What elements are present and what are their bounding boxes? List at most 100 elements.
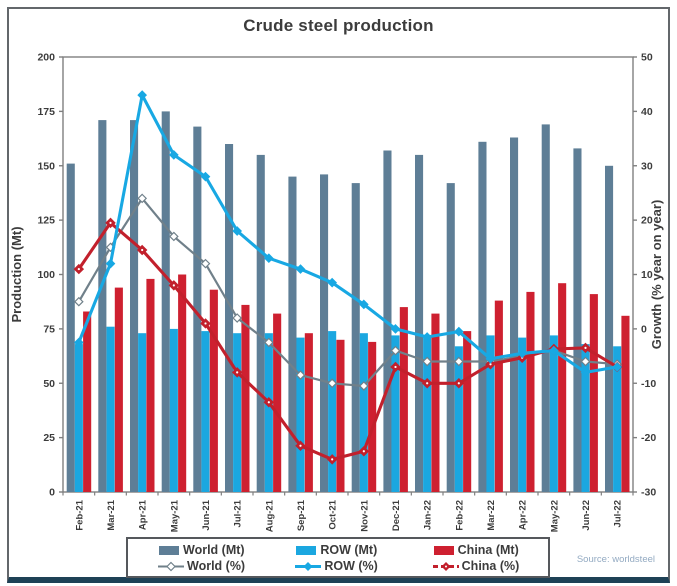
bar (273, 313, 282, 492)
left-tick-label: 175 (37, 106, 55, 118)
left-tick-label: 50 (43, 378, 55, 390)
marker-dot (394, 365, 397, 369)
line-marker (390, 324, 401, 334)
marker-dot (109, 221, 112, 224)
line-marker (580, 356, 591, 367)
bar (288, 176, 297, 492)
bar (518, 337, 527, 492)
x-tick-label: Apr-21 (138, 499, 149, 530)
line-marker (548, 345, 559, 356)
line-marker (580, 367, 591, 378)
bar (169, 328, 178, 492)
bar (233, 333, 242, 492)
bar (256, 154, 265, 492)
line-marker (137, 193, 148, 204)
x-tick-label: Feb-21 (74, 499, 85, 530)
right-tick-label: 40 (641, 106, 653, 118)
marker-dot (299, 444, 302, 447)
right-tick-label: 20 (641, 215, 653, 227)
bar (605, 165, 614, 493)
marker-dot (362, 450, 365, 453)
x-tick-label: Jul-22 (613, 500, 624, 527)
right-tick-label: 30 (641, 160, 653, 172)
legend-item-china-mt-: China (Mt) (407, 543, 544, 557)
bar (446, 183, 455, 492)
marker-dot (172, 284, 175, 287)
bar (225, 144, 234, 492)
right-axis: -30 -20 -10 0 10 20 30 40 50 (633, 52, 656, 499)
line-marker (263, 253, 274, 264)
x-tick-label: Feb-22 (454, 500, 465, 531)
legend-label: ROW (%) (324, 559, 378, 573)
x-axis: Feb-21 Mar-21 Apr-21 May-21 Jun-21 Jul-21 Aug-… (62, 492, 634, 532)
bar (201, 331, 210, 492)
bar (359, 333, 368, 492)
bar (161, 111, 170, 493)
bar (351, 183, 360, 492)
line-marker (390, 345, 401, 356)
bar (304, 333, 313, 492)
legend-item-world-mt-: World (Mt) (132, 543, 269, 557)
line-marker (612, 362, 623, 372)
marker-dot (331, 458, 334, 461)
bar (431, 313, 440, 492)
left-tick-label: 150 (37, 160, 55, 172)
legend-swatch-box (159, 545, 179, 555)
line-marker (295, 370, 306, 380)
right-axis-title: Growth (% year on year) (649, 200, 664, 350)
left-tick-label: 200 (37, 52, 55, 64)
legend-swatch-line (432, 561, 459, 571)
legend-label: China (%) (461, 559, 520, 573)
line-marker (137, 90, 148, 100)
bar (241, 304, 250, 492)
left-tick-label: 25 (43, 432, 55, 444)
legend-item-world-: World (%) (132, 559, 269, 573)
line-marker (327, 277, 338, 288)
line-marker (73, 337, 84, 348)
chart-legend: World (Mt) ROW (Mt) China (Mt) World (%) ROW… (126, 537, 550, 578)
left-tick-label: 125 (37, 215, 55, 227)
line-marker (263, 337, 274, 348)
x-tick-label: Mar-22 (486, 500, 497, 531)
bar (178, 274, 187, 492)
marker-dot (584, 346, 587, 350)
bars-world-mt- (66, 111, 614, 493)
line-marker (422, 356, 433, 367)
line-marker (327, 378, 338, 389)
x-tick-label: Jan-22 (423, 500, 434, 530)
x-tick-label: May-21 (169, 499, 180, 532)
bar (621, 315, 630, 492)
legend-swatch-line (295, 561, 322, 571)
line-marker (168, 231, 179, 242)
bar (494, 300, 503, 492)
right-tick-label: 50 (641, 52, 653, 64)
line-marker (453, 326, 464, 337)
bar (423, 335, 432, 492)
x-tick-label: Jun-21 (201, 499, 212, 530)
right-tick-label: -20 (641, 432, 656, 444)
bar (130, 120, 139, 492)
bar (146, 278, 155, 492)
bar (138, 333, 147, 492)
bar (613, 346, 622, 492)
chart-area: 0 25 50 75 100 125 150 175 200 -30 -20 -10 0 10 20 30 40… (9, 52, 664, 533)
line-marker (295, 264, 306, 274)
marker-dot (204, 322, 207, 325)
bar (391, 335, 400, 492)
line-marker (232, 313, 243, 323)
marker-dot (426, 382, 429, 385)
x-tick-label: Oct-21 (328, 499, 339, 529)
source-note: Source: worldsteel (576, 554, 655, 565)
bar (454, 346, 463, 492)
bar (336, 339, 345, 493)
left-tick-label: 75 (43, 323, 55, 335)
right-tick-label: 10 (641, 269, 653, 281)
legend-item-row-: ROW (%) (269, 559, 406, 573)
legend-label: China (Mt) (457, 543, 519, 557)
chart-title: Crude steel production (243, 16, 434, 35)
line-marker (358, 381, 369, 391)
bar (399, 307, 408, 492)
bar (98, 120, 107, 492)
left-tick-label: 0 (49, 487, 55, 499)
line-marker (168, 150, 179, 160)
